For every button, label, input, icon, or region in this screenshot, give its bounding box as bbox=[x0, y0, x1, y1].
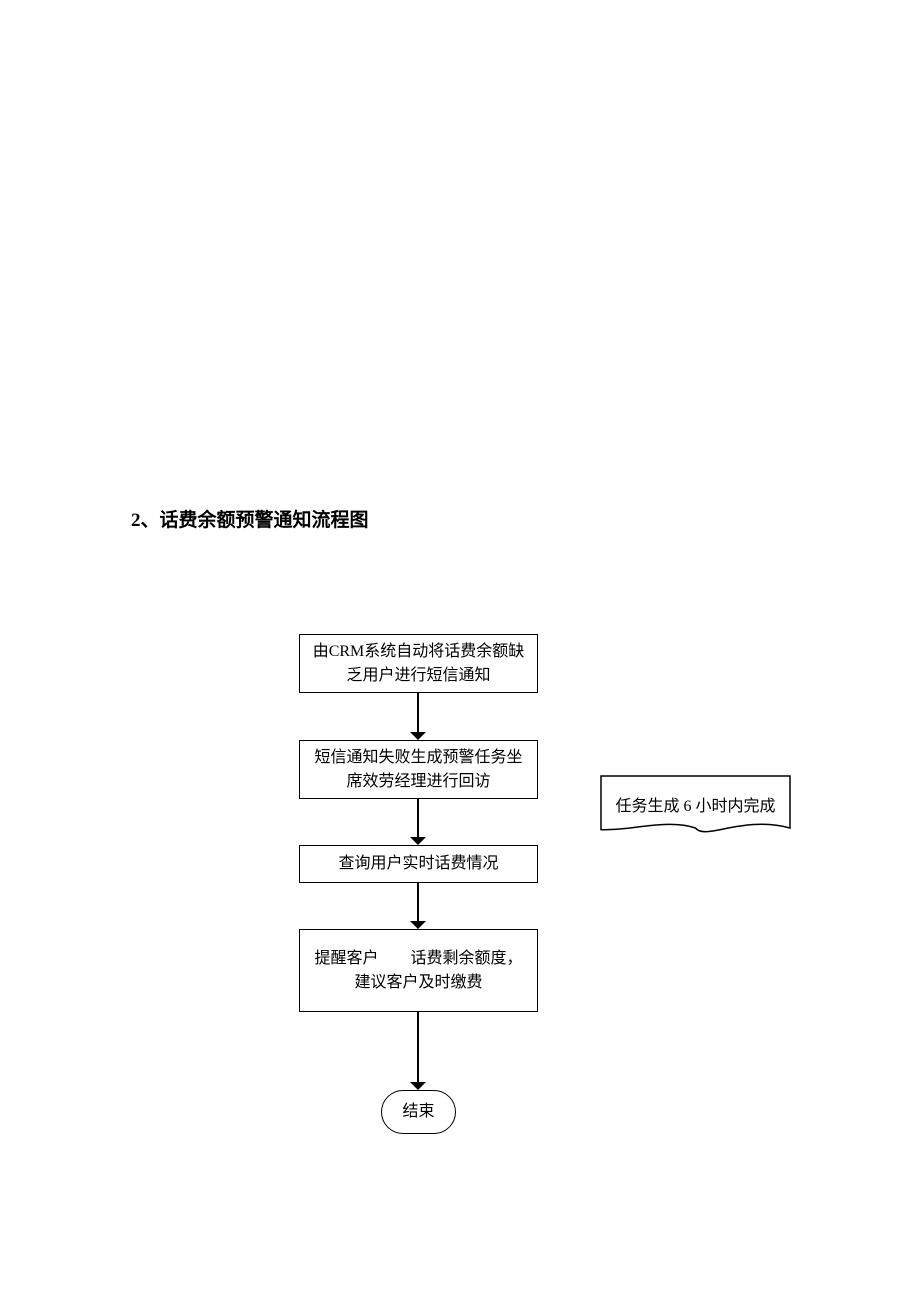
flow-node-end: 结束 bbox=[381, 1090, 456, 1134]
flow-node-sms-fail-task: 短信通知失败生成预警任务坐席效劳经理进行回访 bbox=[299, 740, 538, 799]
flow-annotation: 任务生成 6 小时内完成 bbox=[601, 776, 790, 844]
page: { "heading": { "text": "2、话费余额预警通知流程图", … bbox=[0, 0, 920, 1302]
section-heading: 2、话费余额预警通知流程图 bbox=[131, 505, 369, 532]
flow-node-query-balance: 查询用户实时话费情况 bbox=[299, 845, 538, 883]
flow-node-crm-sms: 由CRM系统自动将话费余额缺乏用户进行短信通知 bbox=[299, 634, 538, 693]
flow-annotation-label: 任务生成 6 小时内完成 bbox=[601, 792, 790, 816]
flow-node-remind-customer: 提醒客户 话费剩余额度，建议客户及时缴费 bbox=[299, 929, 538, 1012]
